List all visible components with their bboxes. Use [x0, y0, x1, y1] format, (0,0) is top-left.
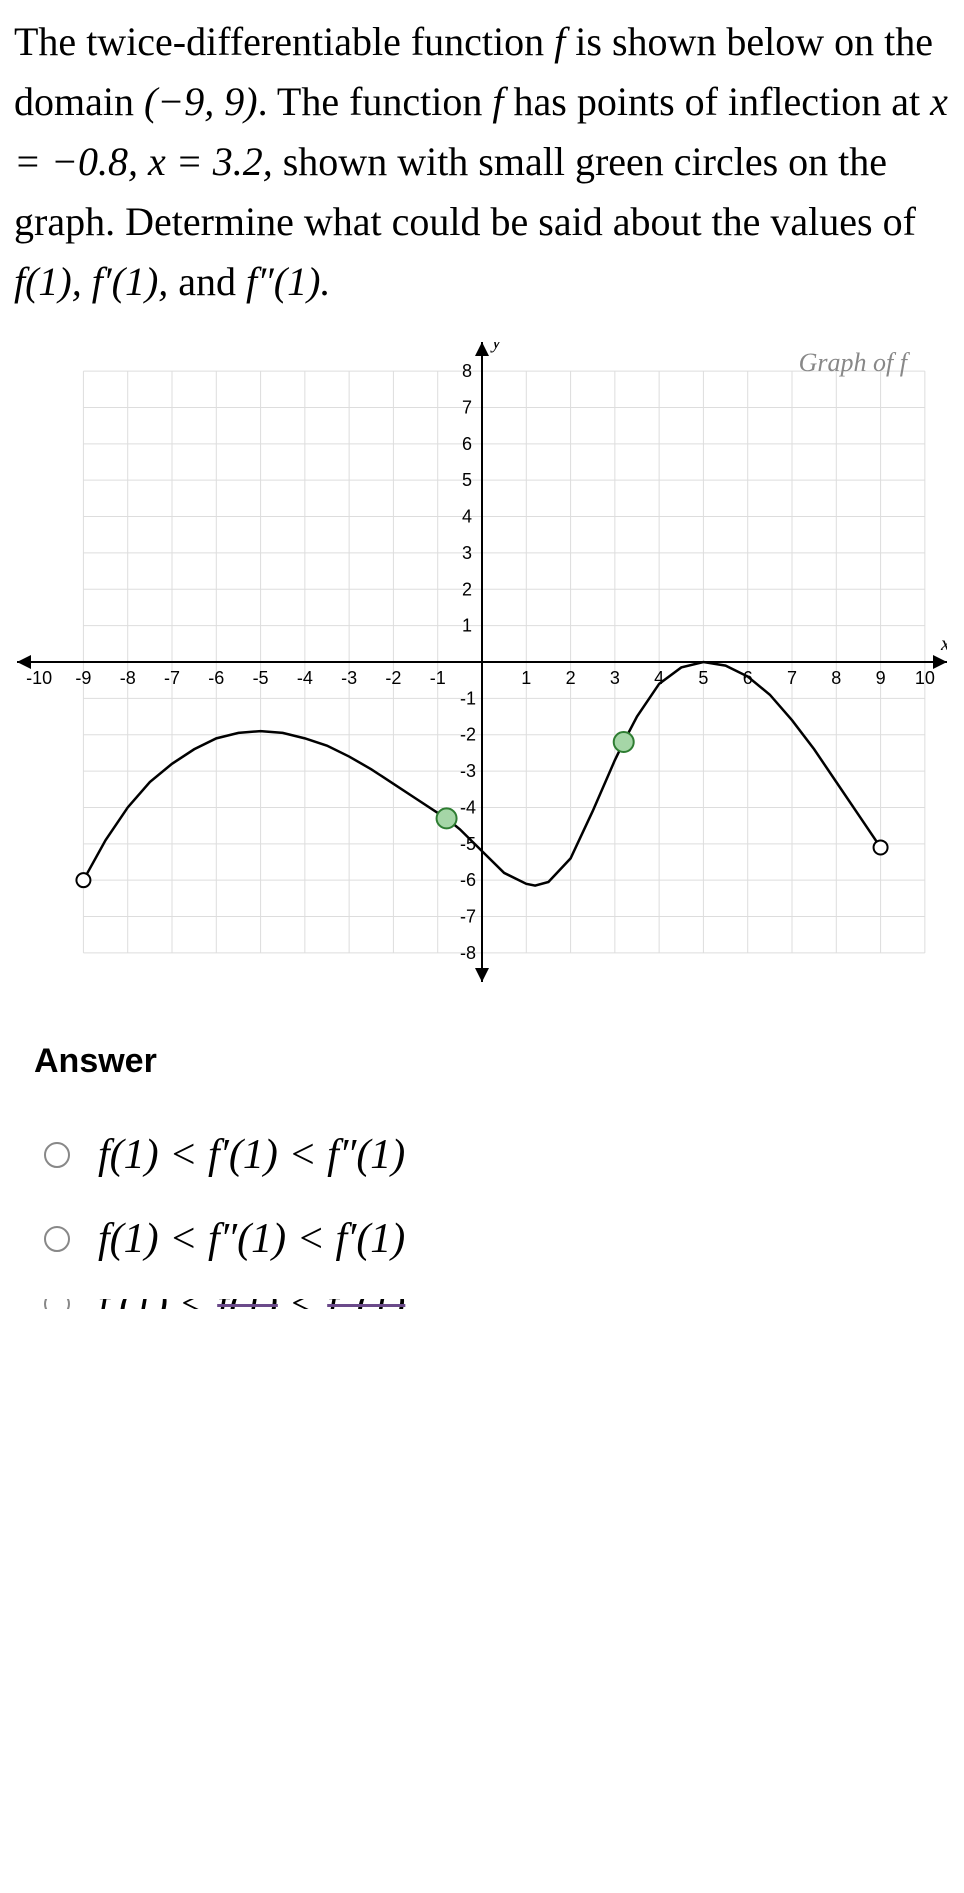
math-f: f	[554, 19, 565, 64]
svg-text:-8: -8	[460, 943, 476, 963]
svg-text:y: y	[490, 342, 501, 353]
answer-heading: Answer	[34, 1042, 950, 1081]
svg-text:-7: -7	[164, 668, 180, 688]
svg-text:-5: -5	[253, 668, 269, 688]
radio-icon[interactable]	[44, 1142, 70, 1168]
math-val3: f″(1).	[246, 259, 330, 304]
option-text: f(1) < f′(1) < f″(1)	[98, 1131, 405, 1179]
graph-title: Graph of f	[799, 348, 907, 378]
svg-text:-9: -9	[75, 668, 91, 688]
svg-text:1: 1	[462, 616, 472, 636]
radio-icon[interactable]	[44, 1299, 70, 1309]
svg-text:2: 2	[462, 579, 472, 599]
text: and	[168, 259, 246, 304]
problem-statement: The twice-differentiable function f is s…	[14, 12, 950, 312]
svg-text:8: 8	[831, 668, 841, 688]
svg-text:-10: -10	[26, 668, 52, 688]
option-2[interactable]: f(1) < f″(1) < f′(1)	[44, 1215, 950, 1263]
svg-text:-8: -8	[120, 668, 136, 688]
math-vals: f(1), f′(1),	[14, 259, 168, 304]
option-1[interactable]: f(1) < f′(1) < f″(1)	[44, 1131, 950, 1179]
option-text: f′(1) < f(1) < f″(1)	[98, 1299, 405, 1309]
lt: <	[168, 1299, 217, 1309]
option-text: f(1) < f″(1) < f′(1)	[98, 1215, 405, 1263]
svg-text:-3: -3	[341, 668, 357, 688]
graph-container: Graph of f yx-10-9-8-7-6-5-4-3-2-1123456…	[17, 342, 947, 982]
text: . The function	[258, 79, 493, 124]
svg-text:7: 7	[462, 397, 472, 417]
svg-text:-2: -2	[385, 668, 401, 688]
radio-icon[interactable]	[44, 1226, 70, 1252]
svg-text:1: 1	[521, 668, 531, 688]
svg-text:-6: -6	[208, 668, 224, 688]
answer-options: f(1) < f′(1) < f″(1) f(1) < f″(1) < f′(1…	[44, 1131, 950, 1309]
option-3-cutoff[interactable]: f′(1) < f(1) < f″(1)	[44, 1299, 950, 1309]
svg-text:5: 5	[462, 470, 472, 490]
part-a: f′(1)	[98, 1299, 168, 1309]
function-graph: yx-10-9-8-7-6-5-4-3-2-112345678910123456…	[17, 342, 947, 982]
math-f: f	[492, 79, 503, 124]
svg-text:-1: -1	[430, 668, 446, 688]
svg-text:6: 6	[462, 434, 472, 454]
svg-text:2: 2	[566, 668, 576, 688]
svg-text:4: 4	[462, 507, 472, 527]
part-c-struck: f″(1)	[327, 1299, 405, 1309]
math-domain: (−9, 9)	[144, 79, 258, 124]
svg-text:-3: -3	[460, 761, 476, 781]
svg-text:7: 7	[787, 668, 797, 688]
text: The twice-differentiable function	[14, 19, 554, 64]
svg-text:3: 3	[610, 668, 620, 688]
svg-text:-7: -7	[460, 907, 476, 927]
svg-text:10: 10	[915, 668, 935, 688]
svg-text:8: 8	[462, 361, 472, 381]
svg-text:-1: -1	[460, 688, 476, 708]
part-b-struck: f(1)	[217, 1299, 278, 1309]
lt: <	[278, 1299, 327, 1309]
svg-text:-4: -4	[297, 668, 313, 688]
svg-text:9: 9	[876, 668, 886, 688]
text: has points of inflection at	[504, 79, 931, 124]
svg-text:x: x	[940, 633, 947, 655]
svg-text:3: 3	[462, 543, 472, 563]
svg-text:-6: -6	[460, 870, 476, 890]
svg-text:5: 5	[698, 668, 708, 688]
svg-text:-2: -2	[460, 725, 476, 745]
svg-text:-4: -4	[460, 797, 476, 817]
